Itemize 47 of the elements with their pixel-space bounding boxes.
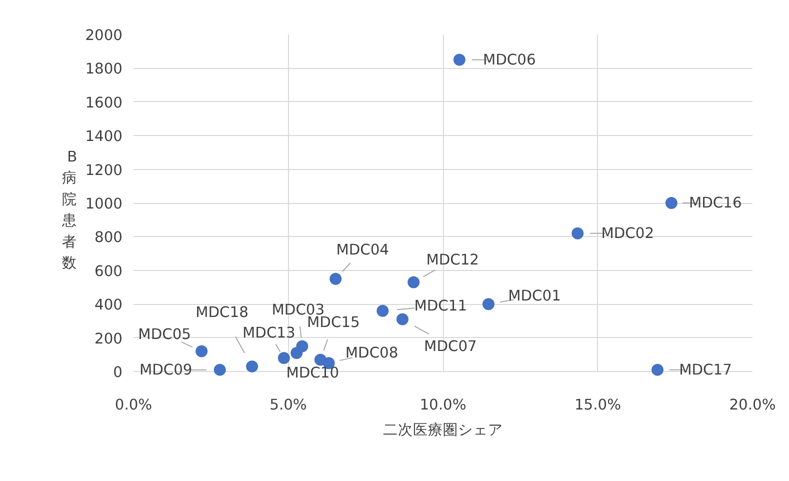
- y-tick-label: 0: [113, 364, 123, 381]
- y-tick-label: 200: [94, 330, 123, 348]
- y-tick-label: 800: [94, 229, 123, 246]
- data-label: MDC02: [601, 224, 654, 242]
- data-label: MDC18: [196, 304, 248, 321]
- data-label: MDC10: [286, 364, 340, 382]
- point: [278, 352, 290, 364]
- point: [196, 345, 208, 358]
- y-tick-label: 600: [94, 262, 123, 280]
- data-label: MDC04: [336, 241, 390, 258]
- y-tick-label: 1400: [85, 128, 123, 146]
- y-tick-label: 2000: [85, 27, 123, 44]
- x-tick-label: 5.0%: [270, 396, 307, 414]
- point: [572, 227, 584, 240]
- point: [651, 364, 664, 376]
- y-tick-label: 1200: [85, 162, 123, 179]
- y-tick-label: 1800: [85, 60, 123, 78]
- y-axis-title: B病院患者数: [61, 148, 78, 272]
- point: [290, 346, 303, 359]
- data-label: MDC01: [508, 288, 561, 305]
- data-label: MDC05: [138, 326, 192, 343]
- point: [665, 197, 678, 209]
- point: [408, 276, 420, 288]
- point: [330, 272, 342, 285]
- point: [396, 313, 408, 326]
- point: [214, 364, 226, 376]
- y-tick-label: 400: [94, 296, 123, 314]
- point: [376, 304, 389, 317]
- x-tick-label: 15.0%: [574, 396, 622, 414]
- x-axis-title: 二次医療圏シェア: [383, 422, 503, 438]
- point: [482, 298, 494, 310]
- x-tick-label: 20.0%: [729, 396, 776, 414]
- y-tick-label: 1600: [85, 94, 123, 112]
- data-label: MDC06: [482, 51, 536, 68]
- data-label: MDC11: [414, 297, 468, 314]
- data-label: MDC09: [139, 361, 192, 378]
- data-label: MDC12: [426, 252, 480, 269]
- x-tick-label: 0.0%: [114, 396, 152, 414]
- data-label: MDC08: [345, 344, 398, 362]
- data-label: MDC13: [242, 324, 296, 342]
- point: [453, 54, 466, 66]
- data-label: MDC07: [424, 338, 477, 355]
- x-tick-label: 10.0%: [420, 396, 466, 414]
- y-tick-label: 1000: [85, 196, 123, 212]
- point: [246, 360, 258, 372]
- data-label: MDC16: [689, 194, 742, 212]
- data-label: MDC17: [679, 361, 732, 378]
